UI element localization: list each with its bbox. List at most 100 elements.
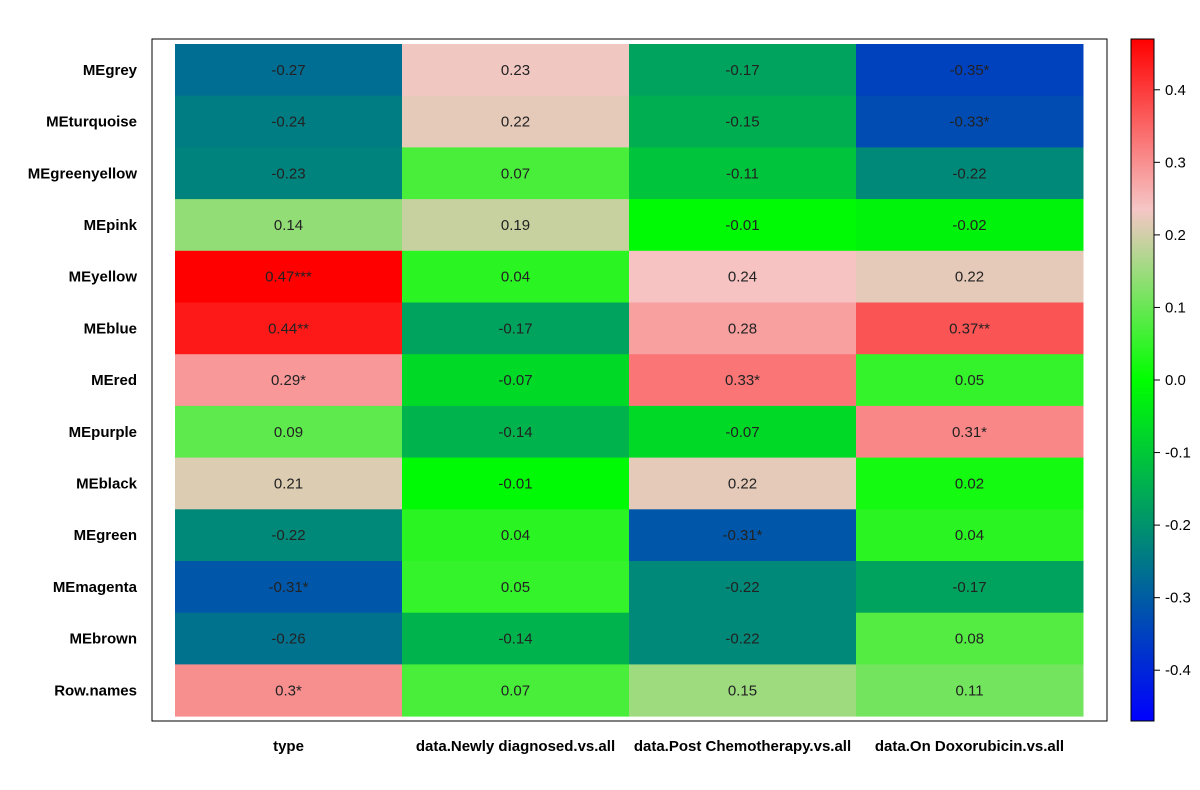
heatmap-cell	[175, 509, 403, 562]
cell-value-label: 0.11	[955, 682, 983, 699]
cell-value-label: 0.22	[728, 475, 757, 492]
row-label: MEbrown	[70, 631, 138, 648]
cell-value-label: -0.17	[498, 320, 532, 337]
cell-value-label: 0.09	[274, 424, 303, 441]
cell-value-label: -0.01	[725, 217, 759, 234]
cell-value-label: 0.29*	[271, 372, 306, 389]
cell-value-label: -0.23	[271, 165, 305, 182]
row-label: MEgreenyellow	[28, 165, 138, 182]
cell-value-label: 0.23	[501, 62, 530, 79]
column-label: type	[273, 738, 304, 755]
cell-value-label: 0.47***	[265, 269, 312, 286]
heatmap-cell	[629, 612, 857, 665]
heatmap-cell	[402, 509, 630, 562]
heatmap-cell	[402, 147, 630, 200]
heatmap-cell	[402, 405, 630, 459]
heatmap-cell	[402, 354, 630, 407]
heatmap-cell	[856, 405, 1084, 459]
cell-value-label: 0.07	[501, 682, 530, 699]
colorbar-tick-label: 0.0	[1165, 372, 1186, 389]
cell-value-label: -0.35*	[949, 62, 989, 79]
heatmap-cell	[856, 147, 1084, 200]
cell-value-label: 0.04	[501, 269, 530, 286]
cell-value-label: 0.14	[274, 217, 303, 234]
cell-value-label: -0.14	[498, 424, 532, 441]
cell-value-label: -0.02	[952, 217, 986, 234]
heatmap-cell	[629, 95, 857, 148]
cell-value-label: 0.04	[501, 527, 530, 544]
colorbar-tick-label: -0.3	[1165, 590, 1191, 607]
row-label: MEpink	[84, 217, 138, 234]
cell-value-label: -0.22	[725, 631, 759, 648]
heatmap-cell	[629, 199, 857, 252]
cell-value-label: -0.17	[725, 62, 759, 79]
cell-value-label: -0.31*	[722, 527, 762, 544]
row-label: MEred	[91, 372, 137, 389]
cell-value-label: 0.28	[728, 320, 757, 337]
cell-value-label: -0.26	[271, 631, 305, 648]
cell-value-label: -0.33*	[949, 114, 989, 131]
cell-value-label: 0.05	[955, 372, 984, 389]
heatmap-cell	[856, 95, 1084, 148]
row-label: MEmagenta	[53, 579, 138, 596]
cell-value-label: 0.08	[955, 631, 984, 648]
plot-frame	[151, 38, 1108, 722]
heatmap-cell	[856, 354, 1084, 407]
heatmap-cell	[629, 509, 857, 562]
heatmap-cell	[629, 250, 857, 303]
row-label: MEturquoise	[46, 114, 137, 131]
colorbar-tick-label: 0.4	[1165, 82, 1186, 99]
cell-value-label: 0.22	[501, 114, 530, 131]
heatmap-cell	[629, 147, 857, 200]
colorbar-tick-label: -0.4	[1165, 662, 1191, 679]
heatmap-cell	[629, 457, 857, 510]
cell-value-label: 0.44**	[268, 320, 309, 337]
cell-value-label: -0.11	[726, 165, 759, 182]
heatmap-cell	[175, 250, 403, 303]
row-label: MEblue	[84, 320, 137, 337]
heatmap-cell	[856, 457, 1084, 510]
cell-value-label: -0.15	[725, 114, 759, 131]
heatmap-cell	[856, 302, 1084, 355]
row-label: MEgrey	[83, 62, 138, 79]
heatmap-cell	[856, 509, 1084, 562]
cell-value-label: 0.31*	[952, 424, 987, 441]
cell-value-label: 0.3*	[275, 682, 302, 699]
cell-value-label: 0.24	[728, 269, 757, 286]
cell-value-label: -0.17	[952, 579, 986, 596]
heatmap-cell	[175, 354, 403, 407]
cell-value-label: 0.22	[955, 269, 984, 286]
heatmap-cell	[402, 457, 630, 510]
cell-value-label: 0.04	[955, 527, 984, 544]
column-label: data.On Doxorubicin.vs.all	[875, 738, 1064, 755]
cell-value-label: -0.22	[725, 579, 759, 596]
row-label: MEyellow	[69, 269, 138, 286]
heatmap-cell	[402, 302, 630, 355]
row-label: MEblack	[76, 475, 138, 492]
cell-value-label: 0.07	[501, 165, 530, 182]
heatmap-cell	[175, 147, 403, 200]
colorbar-tick-label: 0.2	[1165, 227, 1186, 244]
cell-value-label: 0.19	[501, 217, 530, 234]
heatmap-cell	[402, 612, 630, 665]
heatmap-cell	[629, 561, 857, 614]
row-label: MEpurple	[69, 424, 137, 441]
heatmap-cell	[175, 95, 403, 148]
colorbar-tick-label: -0.1	[1165, 445, 1191, 462]
cell-value-label: -0.22	[952, 165, 986, 182]
heatmap-cell	[856, 561, 1084, 614]
cell-value-label: 0.05	[501, 579, 530, 596]
cell-value-label: -0.07	[725, 424, 759, 441]
heatmap-cells: -0.27 0.23 -0.17 -0.35* -0.24 0.22 -0.15 -0.33*…	[175, 44, 1084, 717]
heatmap-cell	[629, 44, 857, 97]
heatmap-cell	[629, 354, 857, 407]
heatmap-cell	[856, 612, 1084, 665]
cell-value-label: 0.37**	[949, 320, 990, 337]
heatmap-cell	[175, 612, 403, 665]
cell-value-label: 0.02	[955, 475, 984, 492]
cell-value-label: -0.27	[271, 62, 305, 79]
heatmap-cell	[175, 199, 403, 252]
cell-value-label: 0.33*	[725, 372, 760, 389]
cell-value-label: -0.22	[271, 527, 305, 544]
